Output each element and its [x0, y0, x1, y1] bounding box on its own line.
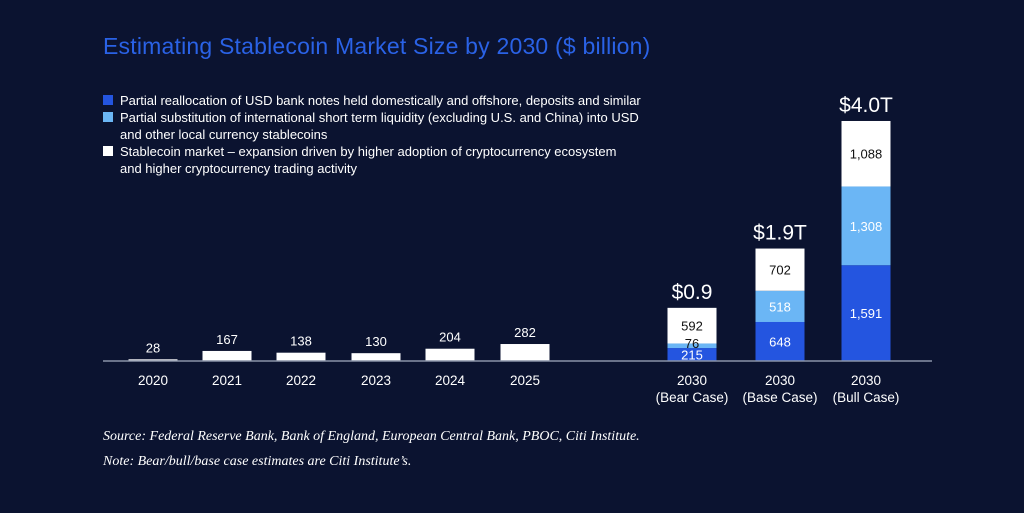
x-tick-label: 2025	[510, 373, 540, 388]
data-label: 215	[681, 348, 703, 363]
legend-item-liquidity: Partial substitution of international sh…	[103, 109, 723, 143]
x-tick-label: 2020	[138, 373, 168, 388]
estimate-note: Note: Bear/bull/base case estimates are …	[103, 454, 412, 469]
legend-label: and higher cryptocurrency trading activi…	[120, 161, 358, 176]
bar-segment	[276, 352, 326, 361]
x-tick-label: (Bear Case)	[656, 390, 729, 405]
x-tick-label: (Base Case)	[742, 390, 817, 405]
data-label: 138	[290, 334, 312, 349]
x-tick-label: 2024	[435, 373, 466, 388]
x-tick-label: 2030	[765, 373, 795, 388]
footnotes: Source: Federal Reserve Bank, Bank of En…	[103, 424, 640, 474]
data-label: 167	[216, 332, 238, 347]
x-tick-label: 2030	[677, 373, 707, 388]
x-tick-label: 2022	[286, 373, 316, 388]
data-label: 648	[769, 334, 791, 349]
bar-segment	[128, 359, 178, 361]
bar-segment	[841, 120, 891, 187]
data-label: 28	[146, 340, 160, 355]
chart-title: Estimating Stablecoin Market Size by 203…	[103, 33, 651, 59]
x-tick-label: 2030	[851, 373, 881, 388]
legend-swatch	[103, 112, 113, 122]
data-label: 1,591	[850, 306, 883, 321]
source-note: Source: Federal Reserve Bank, Bank of En…	[103, 429, 640, 444]
legend-item-bank-notes: Partial reallocation of USD bank notes h…	[103, 92, 723, 109]
bar-segment	[755, 248, 805, 291]
bar-segment	[667, 348, 717, 361]
data-label: 76	[685, 336, 699, 351]
total-label: $1.9T	[753, 222, 807, 245]
bar-segment	[500, 344, 550, 361]
data-label: 702	[769, 263, 791, 278]
data-label: 518	[769, 299, 791, 314]
legend-swatch	[103, 95, 113, 105]
bar-segment	[841, 265, 891, 361]
bar-segment	[841, 186, 891, 266]
bar-segment	[755, 290, 805, 322]
data-label: 1,308	[850, 219, 883, 234]
bar-segment	[755, 321, 805, 361]
total-label: $0.9	[672, 281, 713, 304]
x-tick-label: 2021	[212, 373, 242, 388]
legend-label: Partial reallocation of USD bank notes h…	[120, 93, 641, 108]
x-tick-label: 2023	[361, 373, 391, 388]
x-tick-label: (Bull Case)	[833, 390, 900, 405]
bar-segment	[351, 353, 401, 361]
total-label: $4.0T	[839, 94, 893, 117]
legend-swatch	[103, 146, 113, 156]
legend-label: and other local currency stablecoins	[120, 127, 328, 142]
legend-label: Stablecoin market – expansion driven by …	[120, 144, 617, 159]
data-label: 204	[439, 330, 461, 345]
bar-segment	[667, 343, 717, 349]
data-label: 592	[681, 319, 703, 334]
data-label: 130	[365, 334, 387, 349]
legend: Partial reallocation of USD bank notes h…	[103, 92, 723, 177]
bar-segment	[425, 348, 475, 361]
data-label: 1,088	[850, 147, 883, 162]
bar-segment	[667, 307, 717, 344]
legend-label: Partial substitution of international sh…	[120, 110, 639, 125]
bar-segment	[202, 350, 252, 361]
legend-item-stablecoin-market: Stablecoin market – expansion driven by …	[103, 143, 723, 177]
data-label: 282	[514, 325, 536, 340]
